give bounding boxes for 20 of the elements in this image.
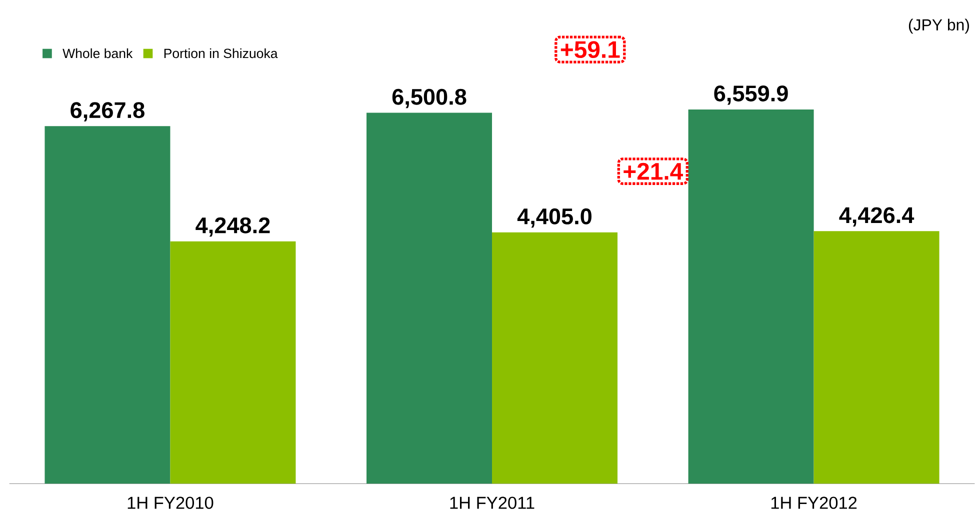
bar xyxy=(814,231,940,484)
bar xyxy=(492,232,618,484)
bar xyxy=(366,112,492,484)
data-label: 6,500.8 xyxy=(392,88,466,108)
x-tick-label: 1H FY2010 xyxy=(128,496,214,509)
text: (JPY bn) xyxy=(908,18,969,34)
data-label: 4,405.0 xyxy=(517,208,592,228)
data-label: 4,248.2 xyxy=(196,217,270,237)
legend-label: Whole bank xyxy=(62,48,133,58)
data-label: 4,426.4 xyxy=(839,207,914,226)
data-label: 6,559.9 xyxy=(714,85,788,105)
bar xyxy=(170,241,296,484)
x-tick-label: 1H FY2011 xyxy=(450,496,534,509)
bar xyxy=(688,109,814,484)
data-label: 6,267.8 xyxy=(70,102,144,122)
x-tick-label: 1H FY2012 xyxy=(771,496,857,509)
bar xyxy=(44,126,170,484)
legend-label: Portion in Shizuoka xyxy=(164,48,278,58)
text: +59.1 xyxy=(560,41,620,58)
annotation: +21.4 xyxy=(624,162,684,180)
